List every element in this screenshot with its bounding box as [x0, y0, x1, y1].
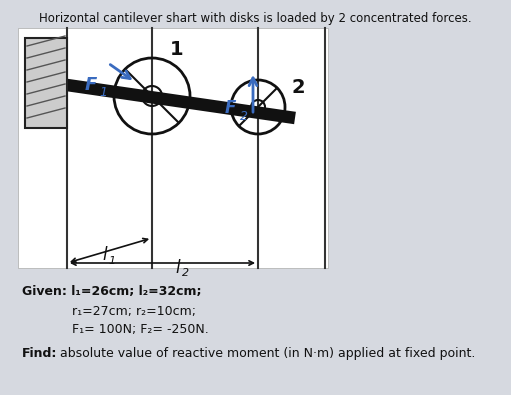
Text: F: F — [85, 76, 97, 94]
Bar — [25, 38, 67, 128]
Text: Given: l₁=26cm; l₂=32cm;: Given: l₁=26cm; l₂=32cm; — [22, 285, 201, 298]
Text: l: l — [175, 259, 180, 277]
Text: r₁=27cm; r₂=10cm;: r₁=27cm; r₂=10cm; — [72, 305, 196, 318]
Text: l: l — [102, 246, 107, 265]
Text: F: F — [225, 99, 237, 117]
Text: F₁= 100N; F₂= -250N.: F₁= 100N; F₂= -250N. — [72, 323, 209, 336]
Text: 2: 2 — [291, 78, 305, 97]
Text: Find:: Find: — [22, 347, 57, 360]
Text: 1: 1 — [99, 86, 107, 99]
Text: 1: 1 — [170, 40, 184, 59]
Text: 1: 1 — [109, 256, 116, 265]
Text: absolute value of reactive moment (in N·m) applied at fixed point.: absolute value of reactive moment (in N·… — [56, 347, 475, 360]
Text: Horizontal cantilever shart with disks is loaded by 2 concentrated forces.: Horizontal cantilever shart with disks i… — [39, 12, 471, 25]
Text: 2: 2 — [240, 110, 248, 123]
Text: 2: 2 — [182, 268, 189, 278]
Bar — [18, 28, 328, 268]
